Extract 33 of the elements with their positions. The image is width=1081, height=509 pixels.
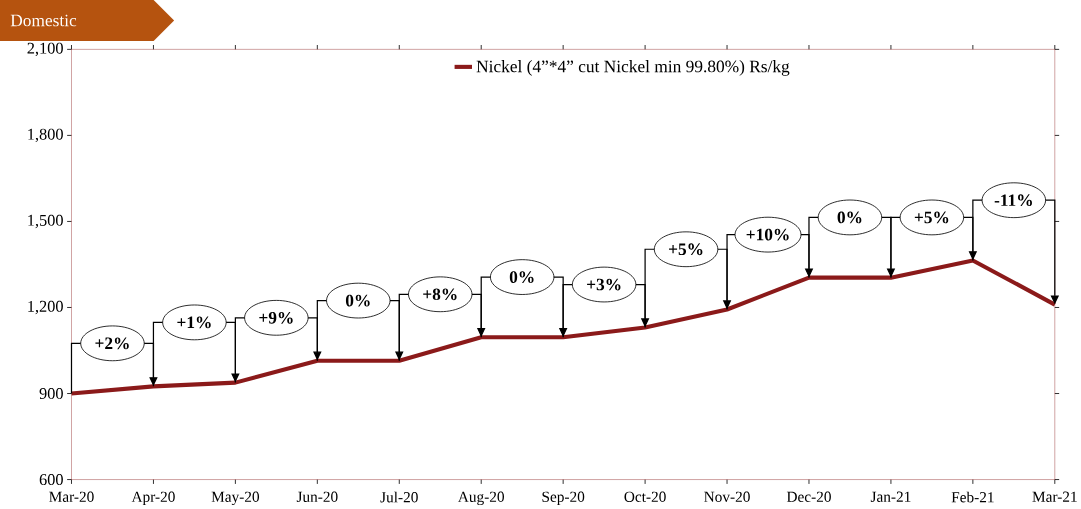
x-tick-label: Dec-20 [786,491,831,503]
annotation: +1% [177,316,211,329]
y-tick-label: 1,800 [28,128,63,143]
x-tick-label: Jan-21 [870,491,911,503]
x-tick-label: Aug-20 [457,491,505,506]
x-tick-label: May-20 [211,491,260,506]
y-tick-label: 1,500 [28,215,63,229]
x-tick-label: Sep-20 [542,491,585,506]
annotation: +2% [95,337,129,350]
x-tick-label: Oct-20 [624,491,666,503]
annotation: +5% [914,211,949,224]
y-tick-label: 900 [39,388,63,400]
y-tick-label: 2,100 [27,42,63,57]
annotation: 0% [837,211,862,224]
annotation: +10% [746,229,789,241]
y-tick-label: 1,200 [28,301,63,315]
annotation: +9% [259,312,293,324]
x-tick-label: Mar-20 [49,491,94,503]
y-tick-label: 600 [39,474,63,486]
x-tick-label: Nov-20 [704,491,750,503]
x-tick-label: Jul-20 [380,491,418,503]
annotation: +8% [423,288,457,301]
annotation: 0% [345,294,370,307]
annotation: +5% [669,243,703,256]
x-tick-label: Feb-21 [951,491,994,503]
x-tick-label: Jun-20 [296,491,338,503]
annotation: +3% [587,278,621,291]
x-tick-label: Mar-21 [1032,491,1077,503]
legend-label: Nickel (4”*4” cut Nickel min 99.80%) Rs/kg [476,60,790,77]
text: Domestic [10,14,77,27]
x-tick-label: Apr-20 [131,491,175,506]
annotation: 0% [509,271,534,284]
annotation: -11% [994,194,1032,207]
